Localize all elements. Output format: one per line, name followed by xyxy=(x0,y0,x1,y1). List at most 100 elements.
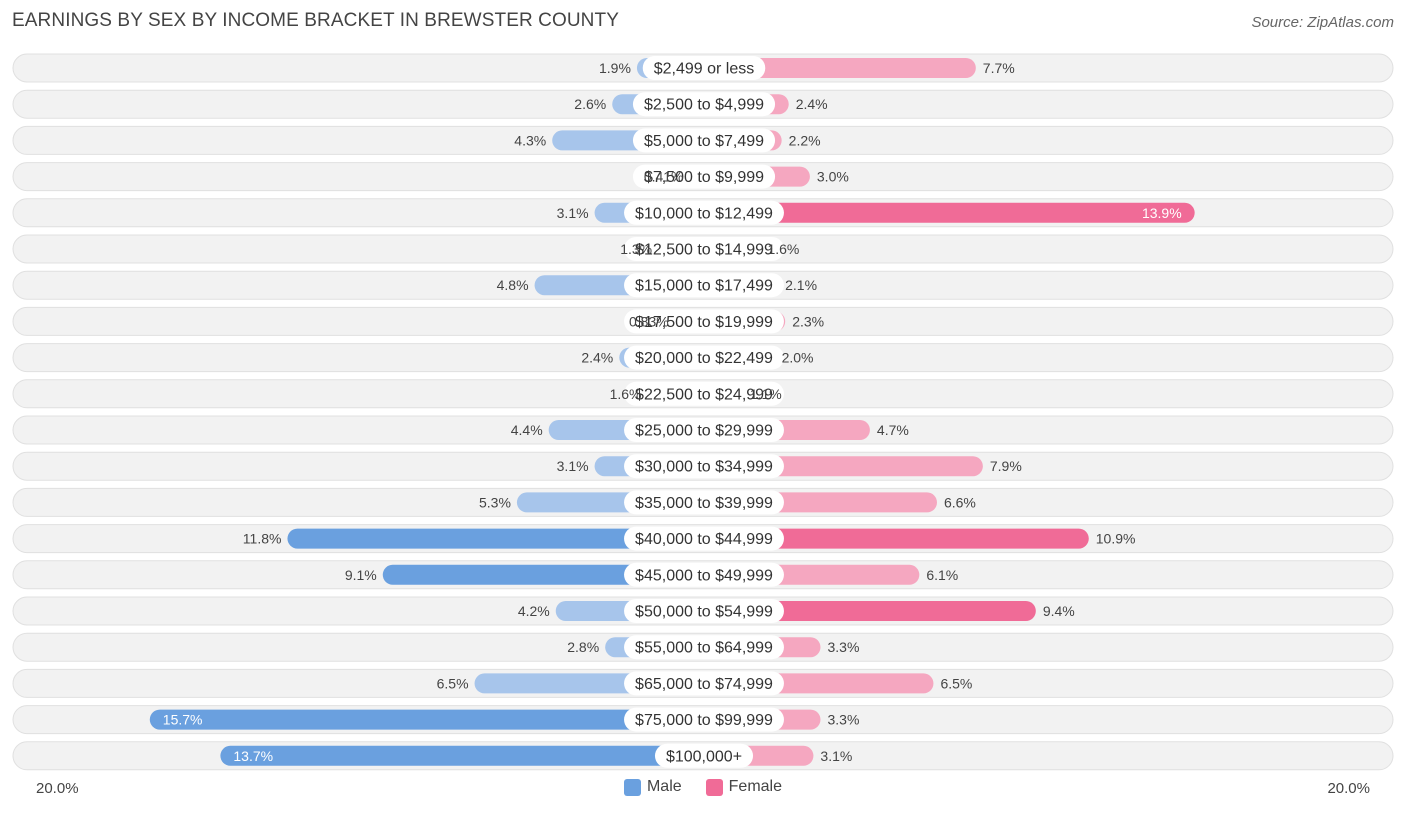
category-pill xyxy=(624,200,784,225)
female-value-label: 2.0% xyxy=(782,350,814,366)
category-pill xyxy=(624,671,784,696)
category-pill xyxy=(632,164,776,189)
female-value-label: 7.9% xyxy=(990,458,1022,474)
male-value-label: 11.8% xyxy=(243,531,282,547)
category-pill xyxy=(654,743,754,768)
male-swatch-icon xyxy=(623,778,641,796)
category-pill xyxy=(624,273,784,298)
category-label: $75,000 to $99,999 xyxy=(635,712,773,729)
male-bar xyxy=(149,709,705,730)
female-value-label: 6.1% xyxy=(926,567,958,583)
category-label: $45,000 to $49,999 xyxy=(635,567,773,584)
category-label: $40,000 to $44,999 xyxy=(635,531,773,548)
female-bar xyxy=(704,601,1036,621)
category-pill xyxy=(624,237,784,261)
legend-label-male: Male xyxy=(646,778,682,795)
female-value-label: 3.0% xyxy=(817,169,849,185)
category-pill xyxy=(624,490,784,515)
category-label: $5,000 to $7,499 xyxy=(644,133,764,150)
category-pill xyxy=(624,635,784,660)
female-value-label: 2.3% xyxy=(792,313,824,329)
legend-label-female: Female xyxy=(728,778,783,795)
category-pill xyxy=(624,345,784,370)
male-value-label: 2.8% xyxy=(567,639,599,655)
category-pill xyxy=(624,599,784,623)
female-value-label: 2.1% xyxy=(785,277,817,293)
female-swatch-icon xyxy=(705,778,723,796)
category-label: $2,499 or less xyxy=(654,61,755,78)
male-value-label: 1.9% xyxy=(599,60,631,76)
female-value-label: 2.4% xyxy=(796,96,828,112)
category-label: $25,000 to $29,999 xyxy=(635,423,773,440)
male-value-label: 2.4% xyxy=(581,350,613,366)
axis-min-label: 20.0% xyxy=(36,780,79,797)
category-pill xyxy=(642,56,766,80)
female-value-label: 6.5% xyxy=(940,675,972,691)
category-label: $12,500 to $14,999 xyxy=(635,242,773,259)
category-label: $100,000+ xyxy=(666,748,742,765)
category-pill xyxy=(624,526,784,551)
male-bar xyxy=(382,564,704,585)
male-value-label: 5.3% xyxy=(479,494,511,510)
male-value-label: 13.7% xyxy=(233,748,273,764)
category-pill xyxy=(624,381,784,406)
category-label: $55,000 to $64,999 xyxy=(635,640,773,657)
male-value-label: 1.6% xyxy=(610,386,642,402)
male-value-label: 3.1% xyxy=(557,205,589,221)
female-value-label: 6.6% xyxy=(944,494,976,510)
female-bar xyxy=(704,58,976,78)
category-pill xyxy=(624,454,784,479)
category-label: $30,000 to $34,999 xyxy=(635,459,773,476)
female-bar xyxy=(704,202,1195,223)
male-value-label: 9.1% xyxy=(345,567,377,583)
male-value-label: 4.4% xyxy=(511,422,543,438)
female-bar xyxy=(704,528,1089,549)
category-pill xyxy=(624,418,784,442)
male-value-label: 4.3% xyxy=(514,132,546,148)
category-label: $2,500 to $4,999 xyxy=(644,97,764,114)
male-value-label: 0.41% xyxy=(644,169,684,185)
female-value-label: 13.9% xyxy=(1142,205,1182,221)
category-label: $22,500 to $24,999 xyxy=(635,386,773,403)
male-bar xyxy=(287,528,704,549)
diverging-bar-chart: $2,499 or less 1.9% 7.7% $2,500 to $4,999 2.… xyxy=(12,53,1394,771)
female-value-label: 2.2% xyxy=(789,132,821,148)
legend-item-male[interactable]: Male xyxy=(623,778,682,796)
female-value-label: 3.1% xyxy=(820,748,852,764)
male-value-label: 15.7% xyxy=(163,712,203,728)
category-label: $50,000 to $54,999 xyxy=(635,604,773,621)
source-note: Source: ZipAtlas.com xyxy=(1251,14,1394,31)
male-value-label: 4.2% xyxy=(518,603,550,619)
legend: Male Female xyxy=(0,778,1406,796)
category-label: $17,500 to $19,999 xyxy=(635,314,773,331)
male-value-label: 6.5% xyxy=(437,675,469,691)
category-pill xyxy=(632,128,776,153)
male-value-label: 0.83% xyxy=(629,313,669,329)
category-label: $35,000 to $39,999 xyxy=(635,495,773,512)
female-value-label: 1.6% xyxy=(767,241,799,257)
female-value-label: 9.4% xyxy=(1043,603,1075,619)
category-pill xyxy=(632,92,776,117)
category-pill xyxy=(624,309,784,334)
chart-title: EARNINGS BY SEX BY INCOME BRACKET IN BRE… xyxy=(12,10,619,31)
category-pill xyxy=(624,707,784,732)
male-value-label: 3.1% xyxy=(557,458,589,474)
male-value-label: 2.6% xyxy=(574,96,606,112)
category-label: $65,000 to $74,999 xyxy=(635,676,773,693)
female-value-label: 10.9% xyxy=(1096,531,1136,547)
female-value-label: 4.7% xyxy=(877,422,909,438)
axis-max-label: 20.0% xyxy=(1327,780,1370,797)
female-value-label: 7.7% xyxy=(983,60,1015,76)
category-label: $20,000 to $22,499 xyxy=(635,350,773,367)
male-bar xyxy=(220,745,704,766)
category-label: $15,000 to $17,499 xyxy=(635,278,773,295)
female-value-label: 3.3% xyxy=(827,639,859,655)
category-pill xyxy=(624,562,784,587)
category-label: $7,500 to $9,999 xyxy=(644,169,764,186)
legend-item-female[interactable]: Female xyxy=(705,778,783,796)
female-value-label: 1.1% xyxy=(750,386,782,402)
male-value-label: 4.8% xyxy=(497,277,529,293)
male-value-label: 1.3% xyxy=(620,241,652,257)
category-label: $10,000 to $12,499 xyxy=(635,205,773,222)
female-value-label: 3.3% xyxy=(827,712,859,728)
